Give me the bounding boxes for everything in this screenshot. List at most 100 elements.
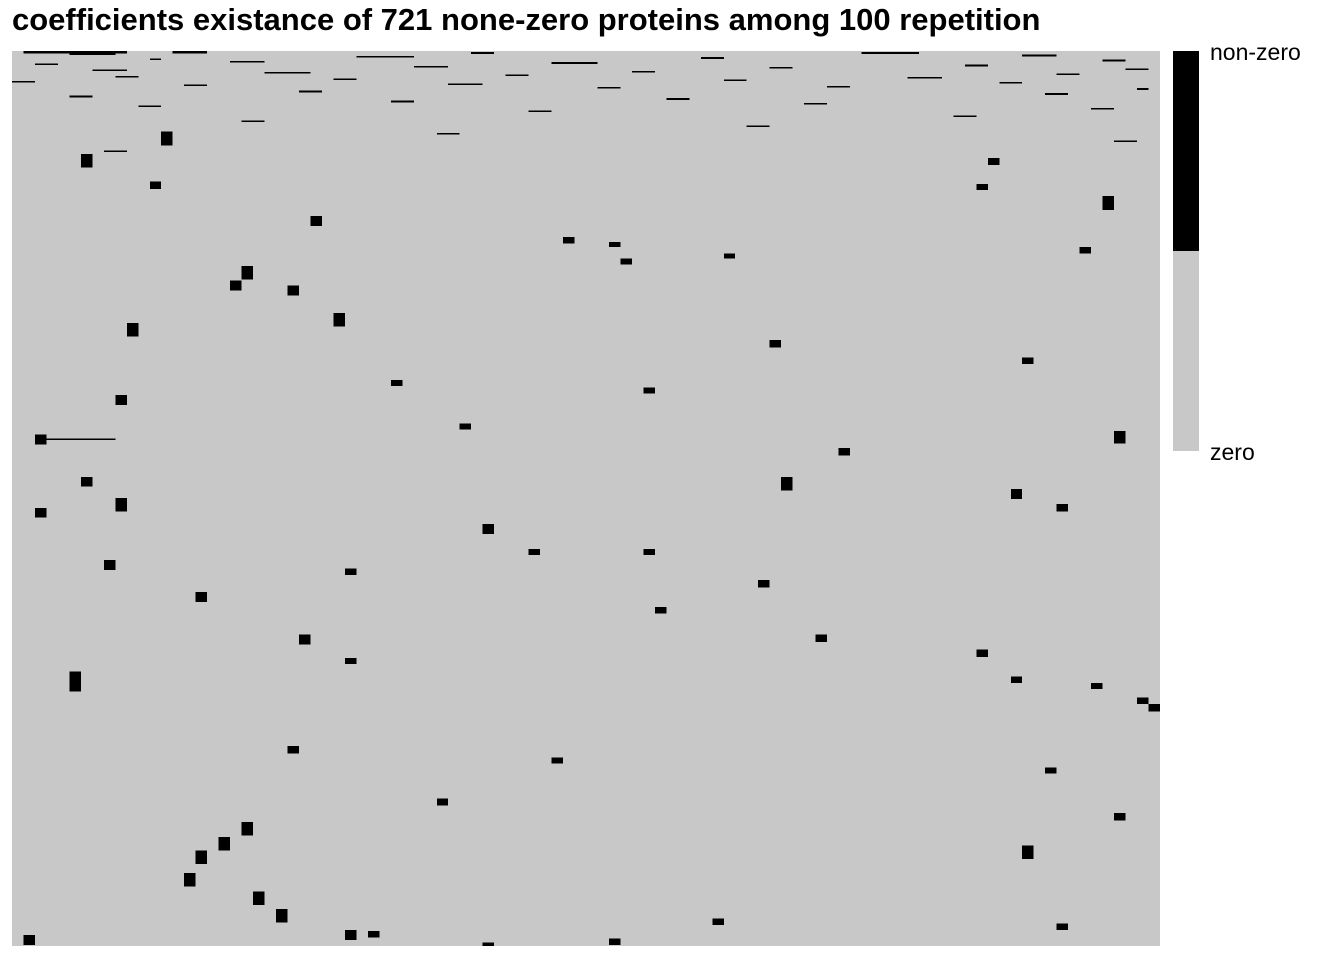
heatmap-cell-nonzero <box>436 798 449 806</box>
heatmap-cell-nonzero <box>195 592 208 603</box>
heatmap-cell-nonzero <box>299 90 322 93</box>
chart-title: coefficients existance of 721 none-zero … <box>12 2 1041 37</box>
heatmap-cell-nonzero <box>1125 68 1149 70</box>
heatmap-cell-nonzero <box>46 438 116 440</box>
heatmap-cell-nonzero <box>631 70 655 73</box>
heatmap-cell-nonzero <box>241 120 265 123</box>
heatmap-cell-nonzero <box>344 929 357 940</box>
heatmap-cell-nonzero <box>551 757 564 764</box>
heatmap-cell-nonzero <box>723 253 736 259</box>
heatmap-cell-nonzero <box>80 154 93 168</box>
heatmap-cell-nonzero <box>310 216 322 227</box>
legend-label-nonzero: non-zero <box>1210 39 1301 65</box>
heatmap-cell-nonzero <box>746 125 770 128</box>
heatmap-cell-nonzero <box>1056 504 1069 512</box>
heatmap-cell-nonzero <box>253 891 265 906</box>
heatmap-cell-nonzero <box>241 265 254 280</box>
heatmap-cell-nonzero <box>333 78 357 80</box>
heatmap-cell-nonzero <box>367 931 380 938</box>
heatmap-plot <box>12 51 1160 946</box>
heatmap-cell-nonzero <box>241 821 254 836</box>
heatmap-cell-nonzero <box>643 548 655 555</box>
heatmap-cell-nonzero <box>1010 489 1023 500</box>
heatmap-cell-nonzero <box>161 131 173 146</box>
heatmap-cell-nonzero <box>184 84 208 87</box>
heatmap-cell-nonzero <box>1045 767 1057 774</box>
legend-colorbar <box>1173 51 1199 451</box>
heatmap-cell-nonzero <box>69 95 93 98</box>
heatmap-cell-nonzero <box>1056 73 1080 75</box>
heatmap-cell-nonzero <box>769 340 782 348</box>
heatmap-cell-nonzero <box>608 938 621 945</box>
heatmap-cell-nonzero <box>1091 108 1115 110</box>
heatmap-cell-nonzero <box>1114 430 1126 444</box>
heatmap-cell-nonzero <box>115 497 127 512</box>
heatmap-cell-nonzero <box>34 63 58 66</box>
heatmap-cell-nonzero <box>1114 140 1138 142</box>
heatmap-cell-nonzero <box>804 103 828 105</box>
heatmap-cell-nonzero <box>907 77 942 79</box>
heatmap-cell-nonzero <box>230 60 265 63</box>
heatmap-cell-nonzero <box>505 74 529 77</box>
heatmap-cell-nonzero <box>1137 697 1149 704</box>
heatmap-cell-nonzero <box>344 658 357 665</box>
heatmap-cell-nonzero <box>758 579 770 588</box>
heatmap-cell-nonzero <box>184 872 196 887</box>
heatmap-cell-nonzero <box>666 98 690 100</box>
heatmap-cell-nonzero <box>482 942 495 946</box>
heatmap-cell-nonzero <box>999 82 1023 84</box>
heatmap-cell-nonzero <box>1102 196 1115 210</box>
heatmap-cell-nonzero <box>1022 54 1057 57</box>
heatmap-cell-nonzero <box>34 434 47 445</box>
heatmap-cell-nonzero <box>230 280 242 291</box>
heatmap-cell-nonzero <box>1148 703 1160 712</box>
heatmap-cell-nonzero <box>654 607 667 614</box>
heatmap-cell-nonzero <box>69 671 81 692</box>
heatmap-cell-nonzero <box>287 746 299 754</box>
heatmap-cell-nonzero <box>103 150 127 152</box>
heatmap-cell-nonzero <box>299 634 311 645</box>
heatmap-cell-nonzero <box>643 387 655 394</box>
heatmap-cell-nonzero <box>1022 357 1034 364</box>
heatmap-cell-nonzero <box>482 523 495 534</box>
heatmap-cell-nonzero <box>964 64 988 67</box>
heatmap-cell-nonzero <box>528 110 552 113</box>
heatmap-cell-nonzero <box>23 51 127 54</box>
heatmap-cell-nonzero <box>1137 88 1149 90</box>
heatmap-cell-nonzero <box>987 157 1000 166</box>
heatmap-cell-nonzero <box>115 75 139 78</box>
heatmap-cell-nonzero <box>12 80 35 83</box>
heatmap-cell-nonzero <box>976 649 988 657</box>
heatmap-cell-nonzero <box>92 69 127 72</box>
heatmap-cell-nonzero <box>976 183 988 191</box>
heatmap-cell-nonzero <box>551 62 598 64</box>
heatmap-cell-nonzero <box>838 448 851 456</box>
heatmap-cell-nonzero <box>115 394 127 405</box>
heatmap-cell-nonzero <box>69 53 116 56</box>
heatmap-cell-nonzero <box>436 132 460 135</box>
heatmap-background-zero <box>12 51 1160 946</box>
heatmap-cell-nonzero <box>620 258 632 265</box>
heatmap-cell-nonzero <box>149 58 162 61</box>
heatmap-cell-nonzero <box>413 65 449 68</box>
heatmap-cell-nonzero <box>264 72 311 74</box>
heatmap-cell-nonzero <box>195 850 208 865</box>
heatmap-cell-nonzero <box>276 908 288 923</box>
heatmap-cell-nonzero <box>459 423 472 430</box>
heatmap-cell-nonzero <box>827 85 851 88</box>
heatmap-cell-nonzero <box>287 285 299 296</box>
heatmap-cell-nonzero <box>149 181 162 189</box>
heatmap-cell-nonzero <box>344 568 357 575</box>
heatmap-cell-nonzero <box>1079 247 1092 254</box>
legend-label-zero: zero <box>1210 439 1255 465</box>
heatmap-cell-nonzero <box>1091 682 1103 690</box>
heatmap-cell-nonzero <box>528 548 541 555</box>
heatmap-cell-nonzero <box>471 52 495 54</box>
heatmap-cell-nonzero <box>390 100 414 103</box>
heatmap-cell-nonzero <box>333 312 345 327</box>
heatmap-cell-nonzero <box>769 67 793 69</box>
heatmap-cell-nonzero <box>712 918 724 925</box>
legend-swatch-zero <box>1173 251 1199 451</box>
heatmap-cell-nonzero <box>103 559 116 570</box>
heatmap-cell-nonzero <box>356 55 414 58</box>
